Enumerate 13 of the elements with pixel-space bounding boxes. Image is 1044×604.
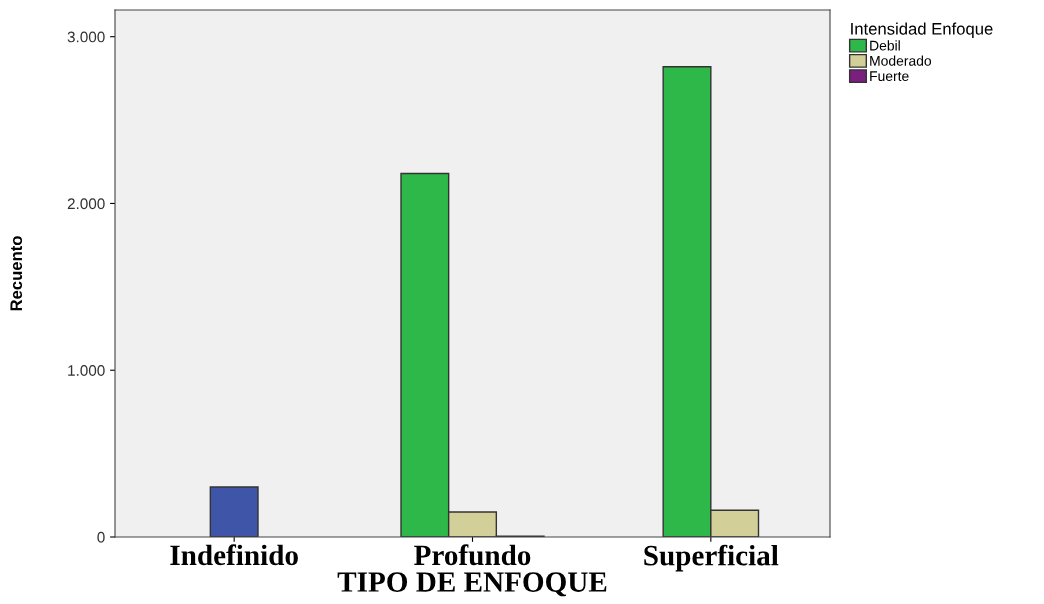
y-tick-label: 2.000 [67,198,105,210]
legend-title: Intensidad Enfoque [851,22,993,39]
y-axis-title: Recuento [10,236,23,311]
legend-label: Debil [870,40,900,51]
x-axis-title: TIPO DE ENFOQUE [337,572,607,597]
x-tick-label: Superficial [644,544,779,572]
y-tick-label: 0 [97,531,105,543]
x-tick-label: Indefinido [170,544,298,566]
y-tick-label: 3.000 [67,31,105,43]
x-tick-label: Profundo [414,544,531,566]
legend-label: Fuerte [870,71,909,82]
y-tick-label: 1.000 [68,365,105,376]
legend-label: Moderado [870,55,932,66]
